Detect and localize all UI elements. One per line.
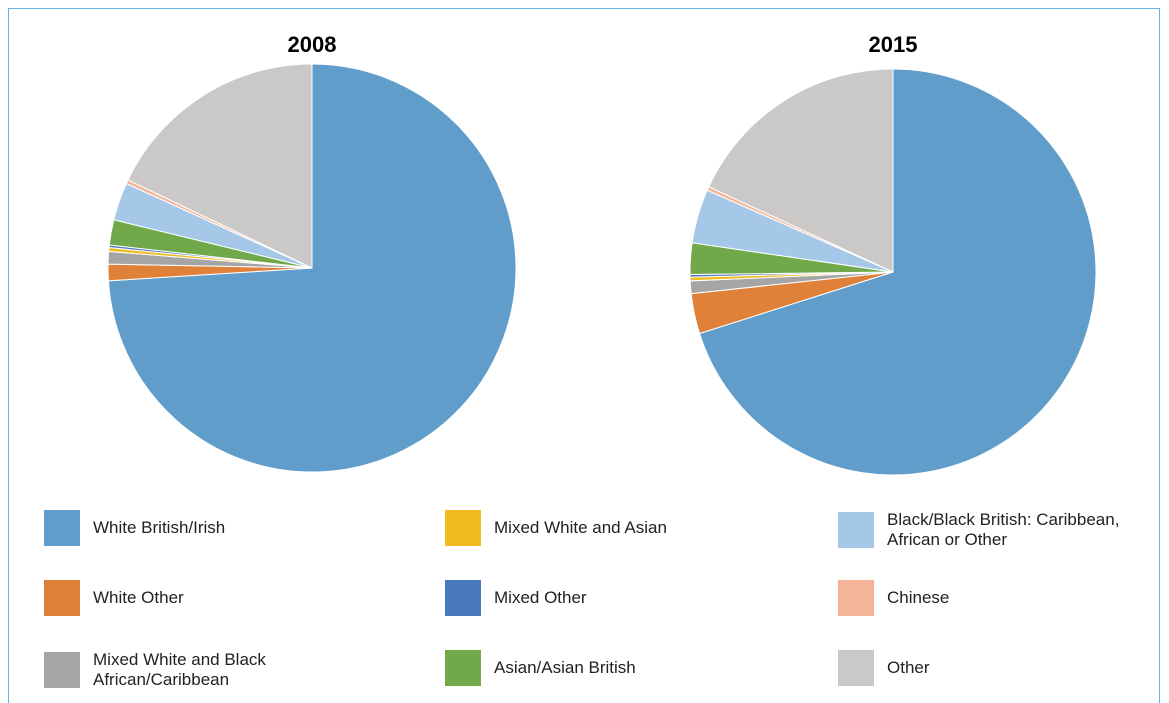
frame: [8, 8, 1160, 703]
legend-item: Asian/Asian British: [445, 650, 774, 686]
legend-item: Mixed White and Black African/Caribbean: [44, 650, 303, 690]
legend-label: Other: [887, 658, 930, 677]
legend-swatch: [838, 512, 874, 548]
legend-swatch: [445, 510, 481, 546]
legend-label: Mixed White and Asian: [494, 518, 667, 537]
legend-swatch: [838, 650, 874, 686]
legend-item: White British/Irish: [44, 510, 303, 546]
legend-swatch: [44, 580, 80, 616]
legend-label: Asian/Asian British: [494, 658, 636, 677]
legend-label: Mixed Other: [494, 588, 587, 607]
legend-item: White Other: [44, 580, 303, 616]
pie-slice: [127, 63, 313, 269]
chart-title: 2008: [288, 32, 337, 57]
legend-label: White Other: [93, 588, 184, 607]
legend-label: Chinese: [887, 588, 950, 607]
pie-slice: [698, 68, 1097, 476]
legend-label: White British/Irish: [93, 518, 226, 537]
legend-swatch: [44, 652, 80, 688]
pie-slice: [708, 68, 894, 273]
legend-item: Mixed Other: [445, 580, 774, 616]
legend-item: Mixed White and Asian: [445, 510, 774, 546]
legend-swatch: [838, 580, 874, 616]
legend-swatch: [44, 510, 80, 546]
legend-item: Other: [838, 650, 1149, 686]
legend-swatch: [445, 650, 481, 686]
chart-title: 2015: [869, 32, 918, 57]
legend-label: Black/Black British: Caribbean, African …: [887, 510, 1120, 549]
legend-item: Chinese: [838, 580, 1149, 616]
legend-item: Black/Black British: Caribbean, African …: [838, 510, 1149, 550]
legend-swatch: [445, 580, 481, 616]
legend-label: Mixed White and Black African/Caribbean: [93, 650, 266, 689]
